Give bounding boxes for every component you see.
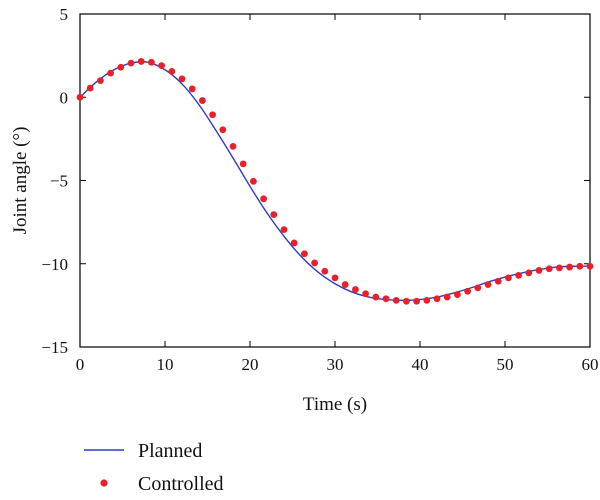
x-tick-label: 20 (242, 355, 259, 374)
x-tick-label: 50 (497, 355, 514, 374)
y-tick-label: −15 (41, 338, 68, 357)
controlled-point (107, 69, 114, 77)
controlled-point (188, 85, 196, 93)
y-tick-label: 5 (60, 5, 69, 24)
controlled-point (392, 296, 400, 304)
controlled-point (484, 281, 492, 288)
axis-ticks (79, 13, 591, 348)
controlled-point (494, 277, 502, 285)
controlled-point (158, 62, 166, 70)
x-tick-label: 30 (327, 355, 344, 374)
controlled-point (586, 262, 594, 270)
controlled-point (239, 160, 247, 168)
controlled-point (413, 297, 420, 305)
controlled-point (311, 259, 318, 267)
controlled-point (443, 293, 451, 301)
controlled-point (86, 84, 94, 92)
controlled-point (199, 97, 206, 104)
y-tick-label: 0 (60, 88, 69, 107)
controlled-point (148, 58, 155, 66)
controlled-series-points (76, 58, 594, 305)
y-axis-title: Joint angle (°) (10, 127, 31, 235)
controlled-point (219, 126, 227, 134)
legend-controlled-label: Controlled (138, 473, 224, 495)
controlled-point (76, 93, 84, 101)
controlled-point (260, 195, 267, 203)
controlled-point (545, 265, 553, 273)
controlled-point (352, 286, 359, 293)
controlled-point (556, 264, 563, 272)
controlled-point (290, 239, 298, 247)
controlled-point (372, 293, 380, 301)
controlled-point (321, 267, 329, 275)
controlled-point (515, 272, 522, 279)
planned-series-line (79, 61, 591, 302)
controlled-point (97, 77, 104, 84)
controlled-point (505, 274, 512, 282)
controlled-point (168, 68, 176, 75)
controlled-point (280, 226, 288, 234)
controlled-point (576, 262, 584, 270)
y-tick-label: −5 (50, 172, 68, 191)
legend-controlled-swatch (100, 479, 108, 487)
controlled-point (137, 58, 145, 65)
controlled-point (117, 63, 125, 71)
controlled-point (566, 263, 573, 271)
y-tick-label: −10 (41, 255, 68, 274)
x-tick-label: 60 (582, 355, 599, 374)
controlled-point (474, 284, 482, 292)
controlled-point (423, 296, 431, 304)
controlled-point (250, 177, 257, 185)
legend-planned-label: Planned (138, 440, 202, 462)
controlled-point (341, 281, 349, 288)
controlled-point (464, 287, 471, 295)
controlled-point (454, 291, 461, 298)
controlled-point (270, 211, 278, 219)
plot-frame (79, 13, 591, 348)
x-tick-label: 0 (76, 355, 85, 374)
controlled-point (229, 142, 237, 150)
controlled-point (209, 111, 217, 119)
controlled-point (178, 75, 186, 83)
x-axis-title: Time (s) (303, 394, 367, 415)
x-tick-label: 10 (157, 355, 174, 374)
controlled-point (362, 290, 369, 298)
controlled-point (301, 250, 308, 258)
controlled-point (535, 267, 543, 274)
controlled-point (127, 59, 135, 67)
controlled-point (403, 297, 410, 305)
controlled-point (525, 269, 533, 277)
legend: Planned Controlled (84, 440, 224, 495)
controlled-point (433, 295, 441, 303)
controlled-point (382, 295, 390, 303)
x-tick-label: 40 (412, 355, 429, 374)
controlled-point (331, 274, 339, 282)
